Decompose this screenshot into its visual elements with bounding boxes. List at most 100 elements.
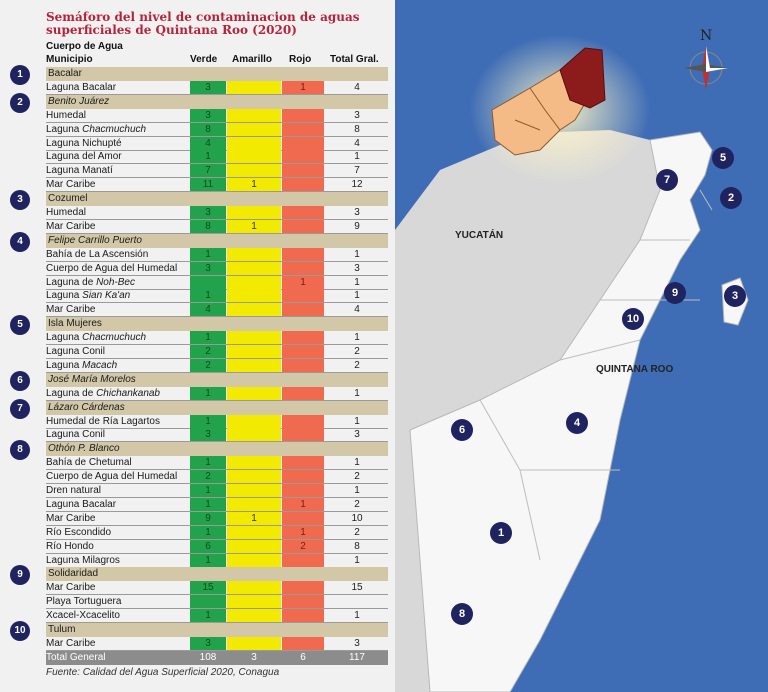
water-body-name-text: Laguna del Amor	[46, 151, 122, 163]
water-body-name: Laguna Bacalar	[46, 498, 188, 511]
rojo-cell	[282, 122, 324, 136]
table-row: Dren natural 1 1	[46, 484, 388, 498]
rojo-cell	[282, 470, 324, 484]
row-divider	[46, 302, 388, 304]
municipality-name: Isla Mujeres	[48, 318, 102, 330]
row-divider	[46, 371, 388, 373]
water-body-name-italic: Chacmuchuch	[82, 332, 147, 344]
row-divider	[46, 163, 388, 165]
amarillo-cell	[227, 456, 281, 470]
water-body-name: Bahía de La Ascensión	[46, 248, 188, 261]
table-row: Laguna Manatí 7 7	[46, 164, 388, 178]
rojo-cell	[282, 484, 324, 497]
verde-cell: 2	[190, 470, 226, 484]
total-cell: 2	[354, 471, 360, 483]
table-row: Playa Tortuguera	[46, 595, 388, 609]
rojo-cell: 1	[282, 525, 324, 539]
row-divider	[46, 93, 388, 95]
water-body-name: Laguna Chacmuchuch	[46, 331, 188, 344]
total-cell: 1	[354, 485, 360, 496]
rojo-cell	[282, 456, 324, 470]
row-divider	[46, 497, 388, 498]
municipality-number-badge: 10	[10, 621, 30, 641]
total-cell: 1	[354, 387, 360, 399]
water-body-name: Dren natural	[46, 484, 188, 497]
municipality-name: Solidaridad	[48, 568, 99, 580]
verde-cell: 1	[190, 553, 226, 567]
water-body-name: Laguna del Amor	[46, 150, 188, 163]
header-municipio: Municipio	[46, 54, 93, 65]
verde-cell: 1	[190, 331, 226, 345]
water-body-name: Laguna de Chichankanab	[46, 387, 188, 400]
municipality-name: José María Morelos	[48, 373, 136, 385]
compass-rose	[684, 46, 728, 90]
municipality-number-badge: 6	[10, 370, 30, 391]
table-row: Laguna Bacalar 3 1 4	[46, 80, 388, 95]
water-body-name-text: Mar Caribe	[46, 637, 96, 649]
total-row: Total General 108 3 6 117	[46, 650, 388, 665]
map-marker-9: 9	[664, 282, 686, 304]
total-cell: 15	[351, 582, 363, 594]
source-note: Fuente: Calidad del Agua Superficial 202…	[46, 667, 280, 678]
verde-cell: 7	[190, 164, 226, 178]
water-body-name-text: Humedal	[46, 207, 87, 218]
water-body-name-text: Laguna Conil	[46, 429, 105, 441]
municipality-name: Felipe Carrillo Puerto	[48, 234, 142, 246]
total-cell: 1	[354, 332, 360, 344]
map-marker-1: 1	[490, 522, 512, 544]
rojo-cell	[282, 511, 324, 525]
verde-cell: 8	[190, 122, 226, 136]
rojo-cell	[282, 358, 324, 372]
water-body-name-text: Río Hondo	[46, 540, 94, 552]
municipality-row: Lázaro Cárdenas	[46, 400, 388, 415]
amarillo-cell	[227, 539, 281, 553]
water-body-name-text: Laguna	[46, 123, 83, 135]
water-body-name-text: Mar Caribe	[46, 179, 96, 191]
municipality-row: Isla Mujeres	[46, 317, 388, 332]
municipality-number-badge: 8	[10, 440, 30, 461]
inset-quintana-roo	[559, 47, 606, 109]
total-label: Total General	[46, 651, 106, 663]
municipality-name: Tulum	[48, 624, 76, 635]
verde-cell: 8	[190, 219, 226, 233]
table-row: Mar Caribe 15 15	[46, 581, 388, 595]
water-body-name: Río Escondido	[46, 526, 188, 539]
row-divider	[46, 469, 388, 471]
verde-cell: 2	[190, 358, 226, 372]
table-row: Humedal de Ría Lagartos 1 1	[46, 414, 388, 429]
table-row: Laguna del Amor 1 1	[46, 150, 388, 164]
row-divider	[46, 622, 388, 624]
municipality-row: Felipe Carrillo Puerto	[46, 233, 388, 248]
water-body-name-text: Río Escondido	[46, 526, 112, 538]
water-body-name-text: Laguna	[46, 359, 83, 371]
water-body-name: Humedal de Ría Lagartos	[46, 415, 188, 428]
verde-cell: 1	[190, 456, 226, 470]
water-body-name: Río Hondo	[46, 540, 188, 553]
table-row: Laguna de Noh-Bec 1 1	[46, 275, 388, 290]
total-cell: 1	[354, 290, 360, 302]
total-cell: 2	[354, 526, 360, 538]
municipality-row: José María Morelos	[46, 372, 388, 387]
table-row: Laguna Conil 2 2	[46, 345, 388, 359]
row-divider	[46, 191, 388, 193]
row-divider	[46, 149, 388, 151]
amarillo-cell	[227, 414, 281, 428]
municipality-name: Othón P. Blanco	[48, 443, 120, 455]
header-total: Total Gral.	[330, 54, 379, 65]
verde-cell: 11	[190, 178, 226, 192]
total-cell: 1	[354, 457, 360, 469]
amarillo-cell	[227, 289, 281, 303]
amarillo-cell	[227, 261, 281, 275]
row-divider	[46, 441, 388, 443]
total-cell: 3	[354, 262, 360, 274]
amarillo-cell	[227, 303, 281, 317]
header-cuerpo: Cuerpo de Agua	[46, 41, 123, 52]
water-body-name: Laguna Chacmuchuch	[46, 123, 188, 136]
water-body-name-italic: Macach	[82, 359, 118, 371]
title-line-2: superficiales de Quintana Roo (2020)	[46, 23, 297, 37]
verde-cell: 9	[190, 511, 226, 525]
municipality-number-badge: 7	[10, 398, 30, 419]
verde-cell: 1	[190, 609, 226, 623]
row-divider	[46, 566, 388, 568]
header-amarillo: Amarillo	[232, 54, 273, 65]
